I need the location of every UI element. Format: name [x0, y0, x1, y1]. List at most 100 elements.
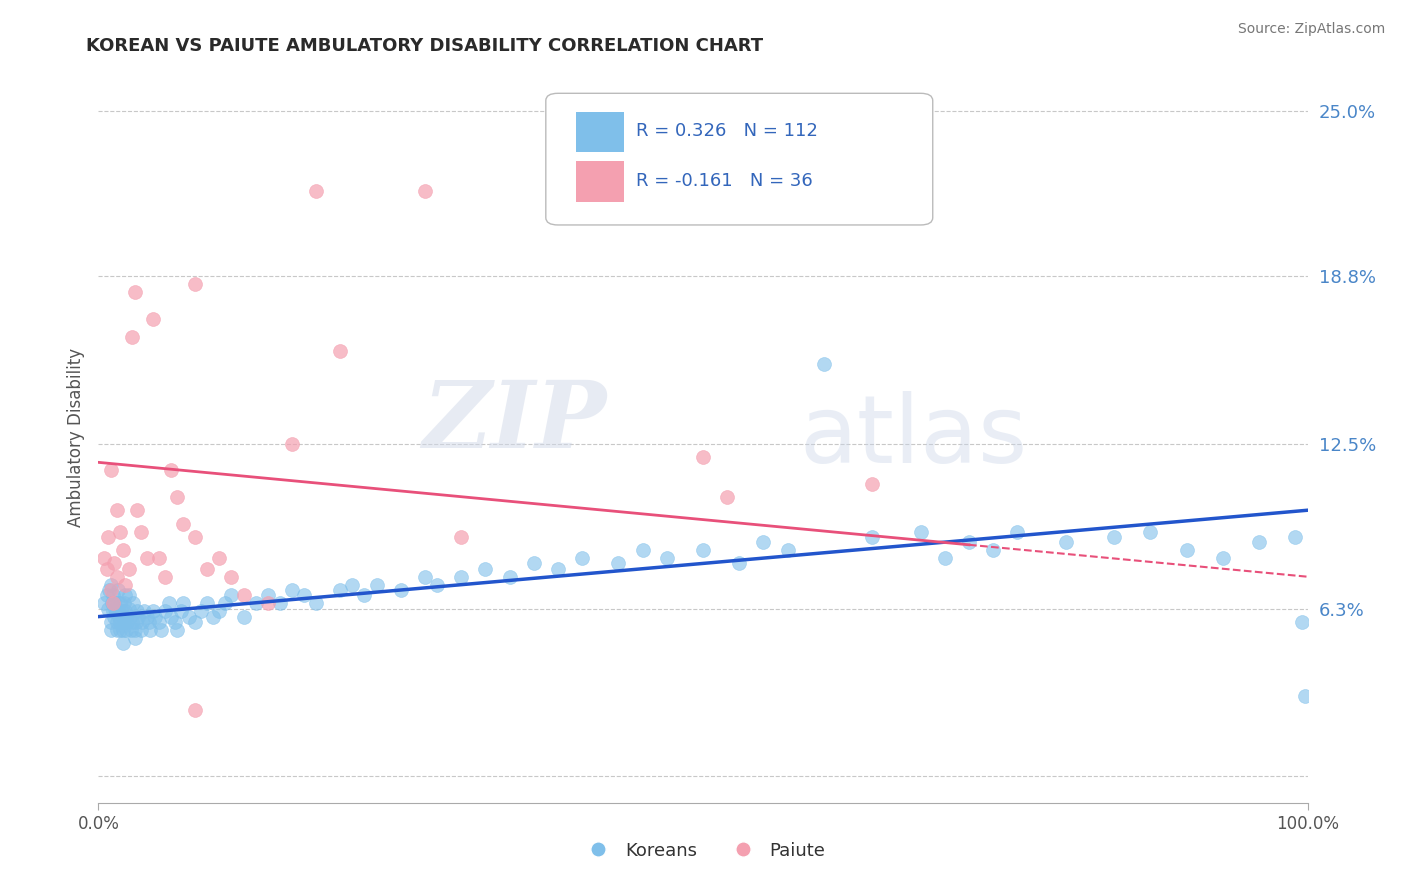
Point	[208, 604, 231, 618]
Point	[124, 631, 146, 645]
Text: R = 0.326   N = 112: R = 0.326 N = 112	[637, 122, 818, 140]
Point	[114, 588, 136, 602]
Point	[124, 623, 146, 637]
Point	[776, 543, 799, 558]
Point	[118, 588, 141, 602]
Point	[101, 596, 124, 610]
Point	[179, 609, 201, 624]
Point	[957, 535, 980, 549]
Point	[366, 577, 388, 591]
Point	[166, 623, 188, 637]
Point	[114, 577, 136, 591]
Point	[118, 601, 141, 615]
Point	[153, 570, 176, 584]
Point	[142, 604, 165, 618]
Point	[103, 557, 125, 571]
Point	[256, 596, 278, 610]
Point	[121, 615, 143, 629]
Point	[281, 582, 304, 597]
Point	[112, 615, 135, 629]
Point	[214, 596, 236, 610]
Point	[195, 596, 218, 610]
Point	[1007, 524, 1029, 539]
Point	[292, 588, 315, 602]
Point	[104, 601, 127, 615]
Point	[1054, 535, 1077, 549]
Point	[105, 615, 128, 629]
Point	[184, 277, 207, 292]
Point	[305, 596, 328, 610]
Point	[426, 577, 449, 591]
Point	[184, 703, 207, 717]
Point	[157, 596, 180, 610]
Point	[163, 615, 186, 629]
Point	[105, 503, 128, 517]
Point	[100, 577, 122, 591]
Point	[134, 604, 156, 618]
Point	[232, 609, 254, 624]
Point	[329, 582, 352, 597]
Point	[607, 557, 630, 571]
Point	[121, 330, 143, 344]
Point	[981, 543, 1004, 558]
Point	[172, 596, 194, 610]
Point	[127, 604, 149, 618]
Point	[129, 623, 152, 637]
Point	[256, 588, 278, 602]
Point	[450, 570, 472, 584]
Point	[114, 604, 136, 618]
Point	[716, 490, 738, 504]
Point	[631, 543, 654, 558]
Point	[692, 543, 714, 558]
Point	[111, 623, 134, 637]
Point	[413, 570, 436, 584]
Point	[1212, 551, 1234, 566]
Point	[135, 551, 157, 566]
Point	[118, 609, 141, 624]
Point	[245, 596, 267, 610]
Point	[166, 490, 188, 504]
Point	[153, 604, 176, 618]
Point	[413, 184, 436, 198]
Point	[118, 562, 141, 576]
Point	[111, 636, 134, 650]
Point	[105, 570, 128, 584]
Point	[110, 604, 132, 618]
Point	[1284, 530, 1306, 544]
Point	[202, 609, 225, 624]
Point	[122, 596, 145, 610]
Point	[934, 551, 956, 566]
Point	[96, 562, 118, 576]
Point	[1175, 543, 1198, 558]
Point	[571, 551, 593, 566]
Point	[107, 582, 129, 597]
Point	[269, 596, 291, 610]
Point	[752, 535, 775, 549]
Point	[93, 551, 115, 566]
Point	[1249, 535, 1271, 549]
Point	[103, 609, 125, 624]
Point	[120, 623, 142, 637]
Point	[115, 623, 138, 637]
Point	[1291, 615, 1313, 629]
Point	[232, 588, 254, 602]
Point	[389, 582, 412, 597]
FancyBboxPatch shape	[576, 161, 624, 202]
Point	[108, 524, 131, 539]
Point	[169, 604, 191, 618]
Point	[342, 577, 364, 591]
Point	[813, 357, 835, 371]
Point	[498, 570, 520, 584]
Point	[148, 551, 170, 566]
Point	[101, 588, 124, 602]
Point	[184, 615, 207, 629]
Point	[655, 551, 678, 566]
Point	[117, 615, 139, 629]
Point	[100, 596, 122, 610]
Point	[107, 596, 129, 610]
Point	[692, 450, 714, 464]
Point	[148, 615, 170, 629]
Point	[100, 615, 122, 629]
Point	[195, 562, 218, 576]
Point	[100, 582, 122, 597]
